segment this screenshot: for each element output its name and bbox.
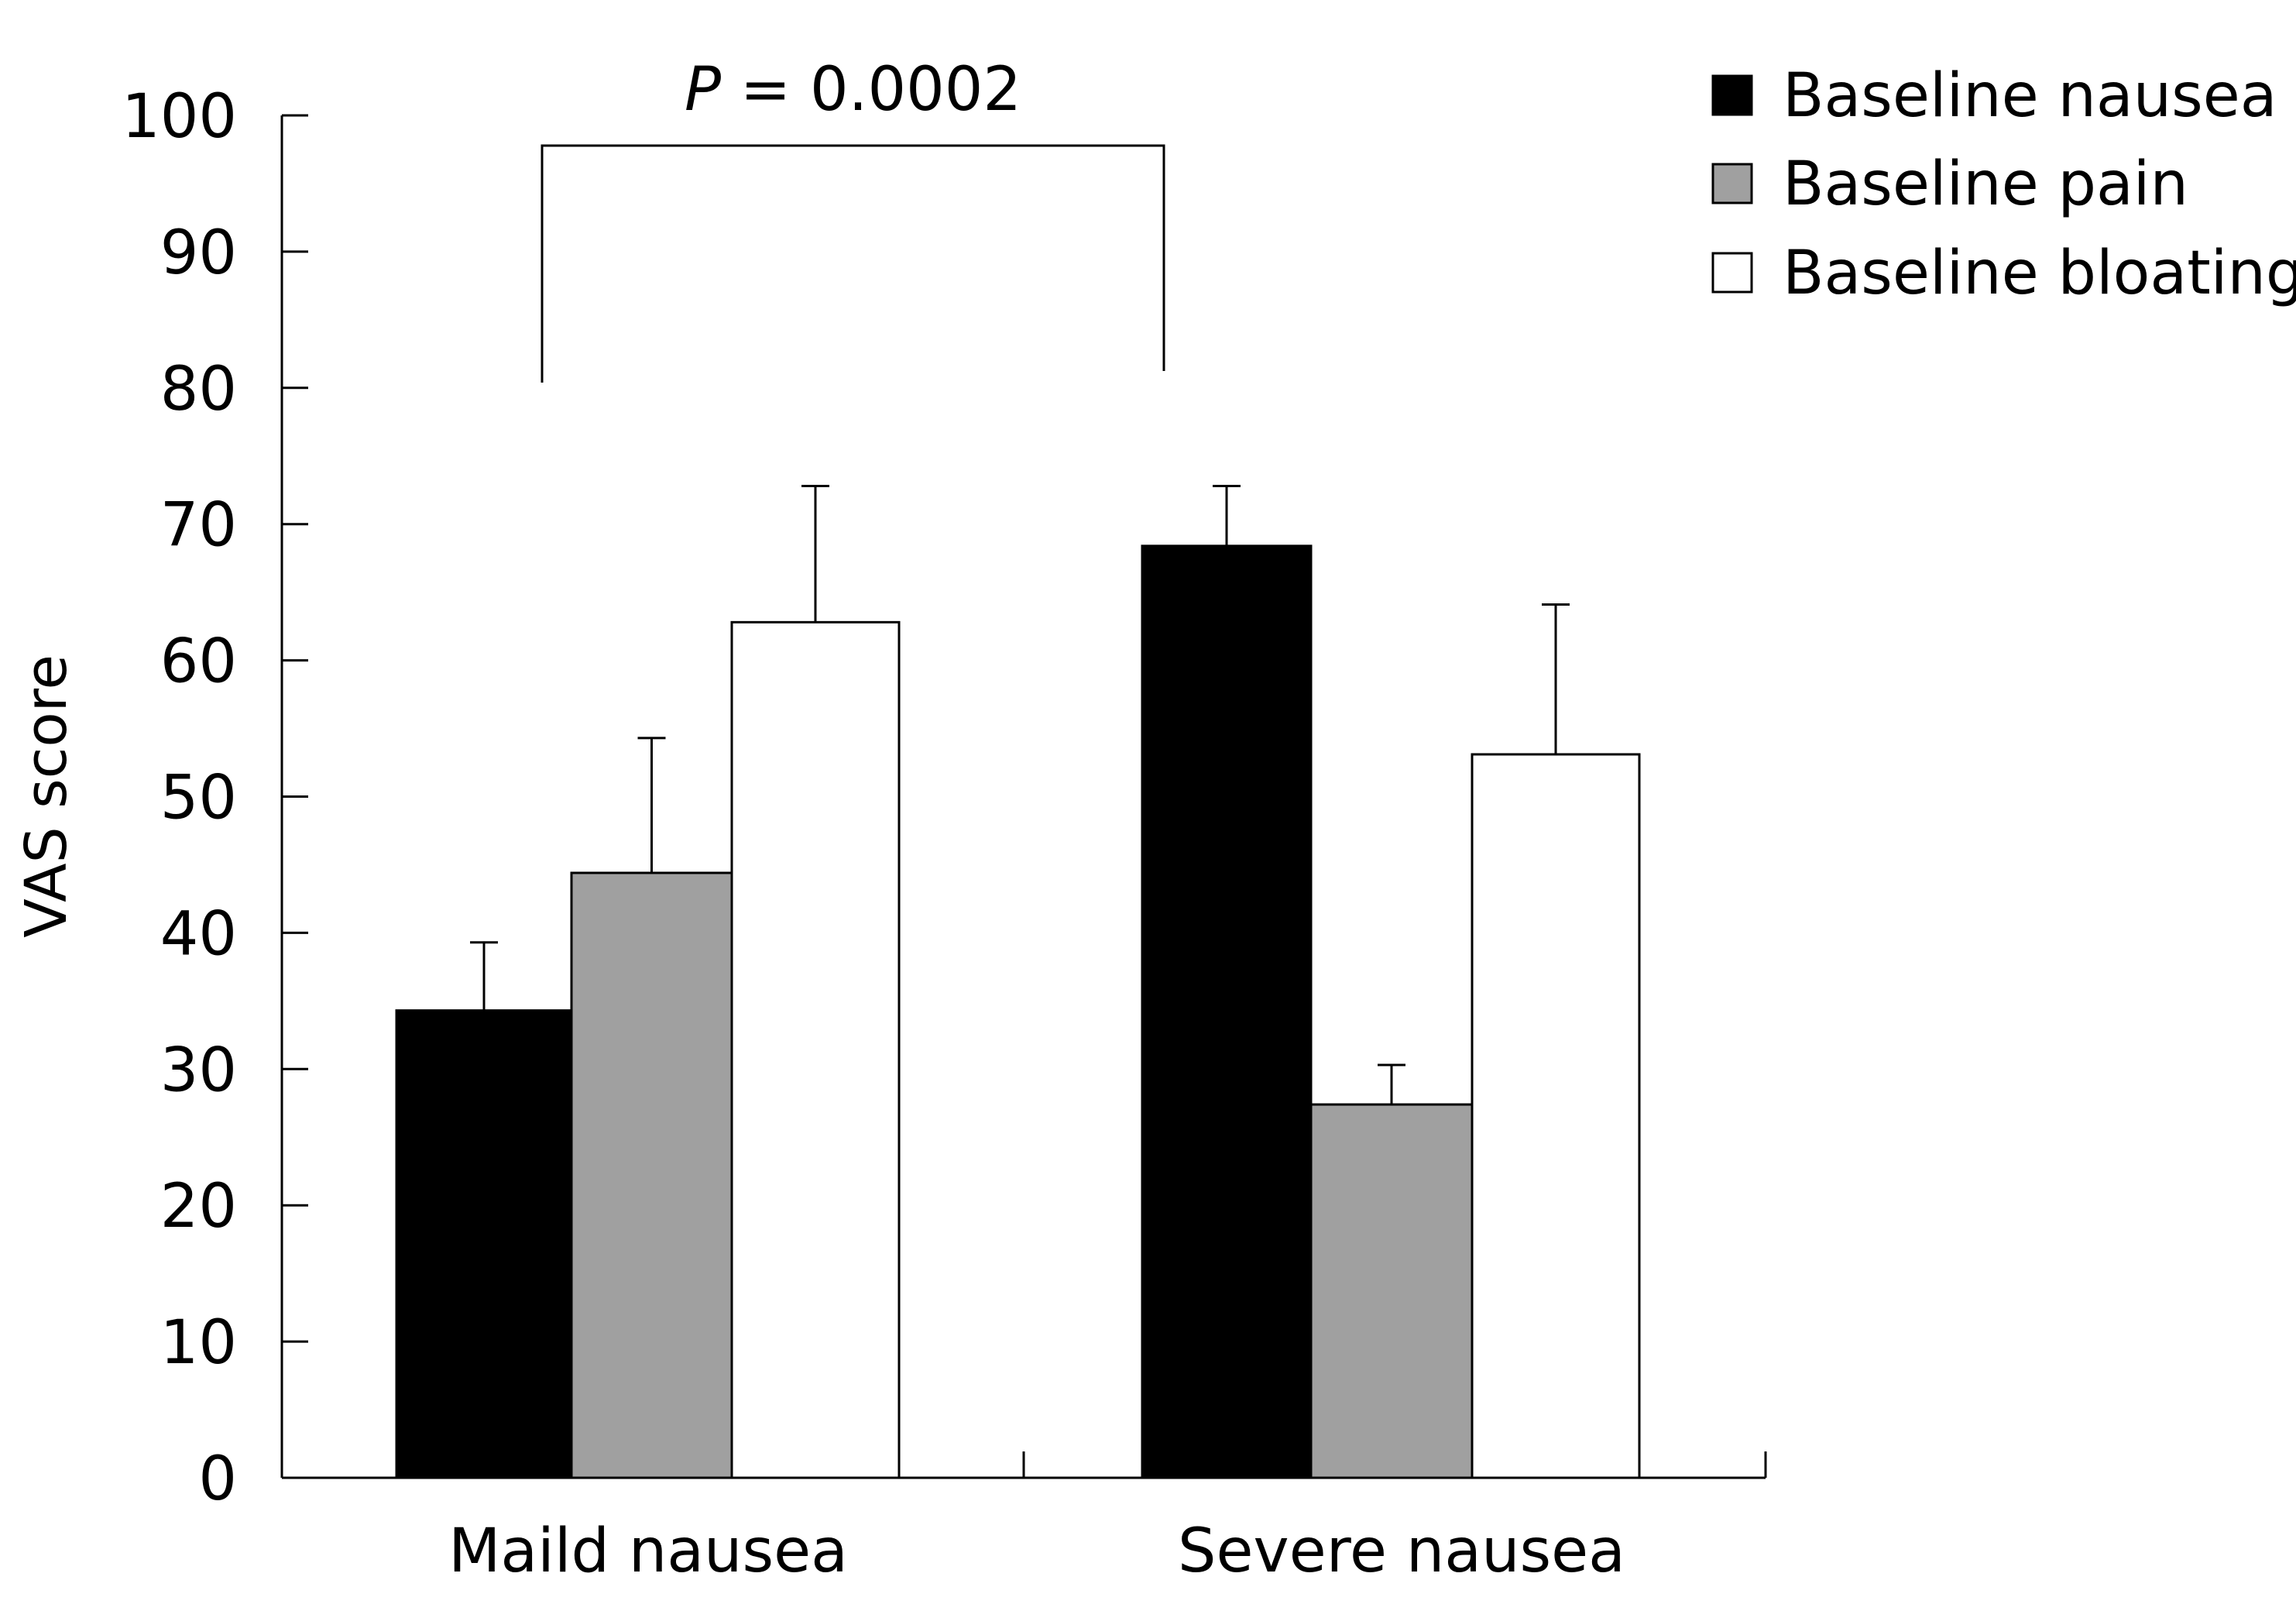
p-symbol: P <box>685 55 721 125</box>
significance-annotation: P = 0.0002 <box>541 55 1165 383</box>
p-value: = 0.0002 <box>721 55 1021 125</box>
legend-swatch <box>1711 163 1753 204</box>
y-tick-label: 30 <box>160 1036 237 1105</box>
legend-label: Baseline pain <box>1783 149 2188 219</box>
y-tick-label: 0 <box>198 1444 237 1514</box>
x-tick-label: Maild nausea <box>448 1517 848 1586</box>
y-tick-label: 20 <box>160 1172 237 1242</box>
legend-label: Baseline nausea <box>1783 61 2277 131</box>
bar <box>1141 544 1313 1479</box>
chart-legend: Baseline nausea Baseline pain Baseline blo… <box>1711 61 2296 308</box>
bar <box>570 871 733 1479</box>
chart-bars <box>395 544 1641 1479</box>
y-tick-label: 40 <box>160 899 237 969</box>
significance-bracket <box>541 144 1165 383</box>
x-tick-label: Severe nausea <box>1178 1517 1625 1586</box>
y-tick-label: 100 <box>122 82 237 152</box>
y-tick-label: 10 <box>160 1308 237 1378</box>
chart-axes: 0 10 20 30 40 50 60 70 80 90 100 Maild nausea Severe… <box>122 82 1767 1586</box>
bar <box>1471 753 1641 1479</box>
y-tick-label: 50 <box>160 764 237 833</box>
legend-swatch <box>1711 74 1753 116</box>
p-value-label: P = 0.0002 <box>685 55 1021 125</box>
y-tick-label: 80 <box>160 355 237 424</box>
y-tick-label: 60 <box>160 627 237 697</box>
bar <box>395 1009 573 1479</box>
y-tick-label: 90 <box>160 218 237 288</box>
chart-error-bars <box>470 484 1570 1105</box>
bar <box>1309 1103 1474 1479</box>
legend-label: Baseline bloating <box>1783 239 2296 308</box>
y-tick-label: 70 <box>160 491 237 561</box>
y-axis-label: VAS score <box>13 654 80 938</box>
legend-swatch <box>1711 252 1753 294</box>
bar <box>730 620 901 1479</box>
